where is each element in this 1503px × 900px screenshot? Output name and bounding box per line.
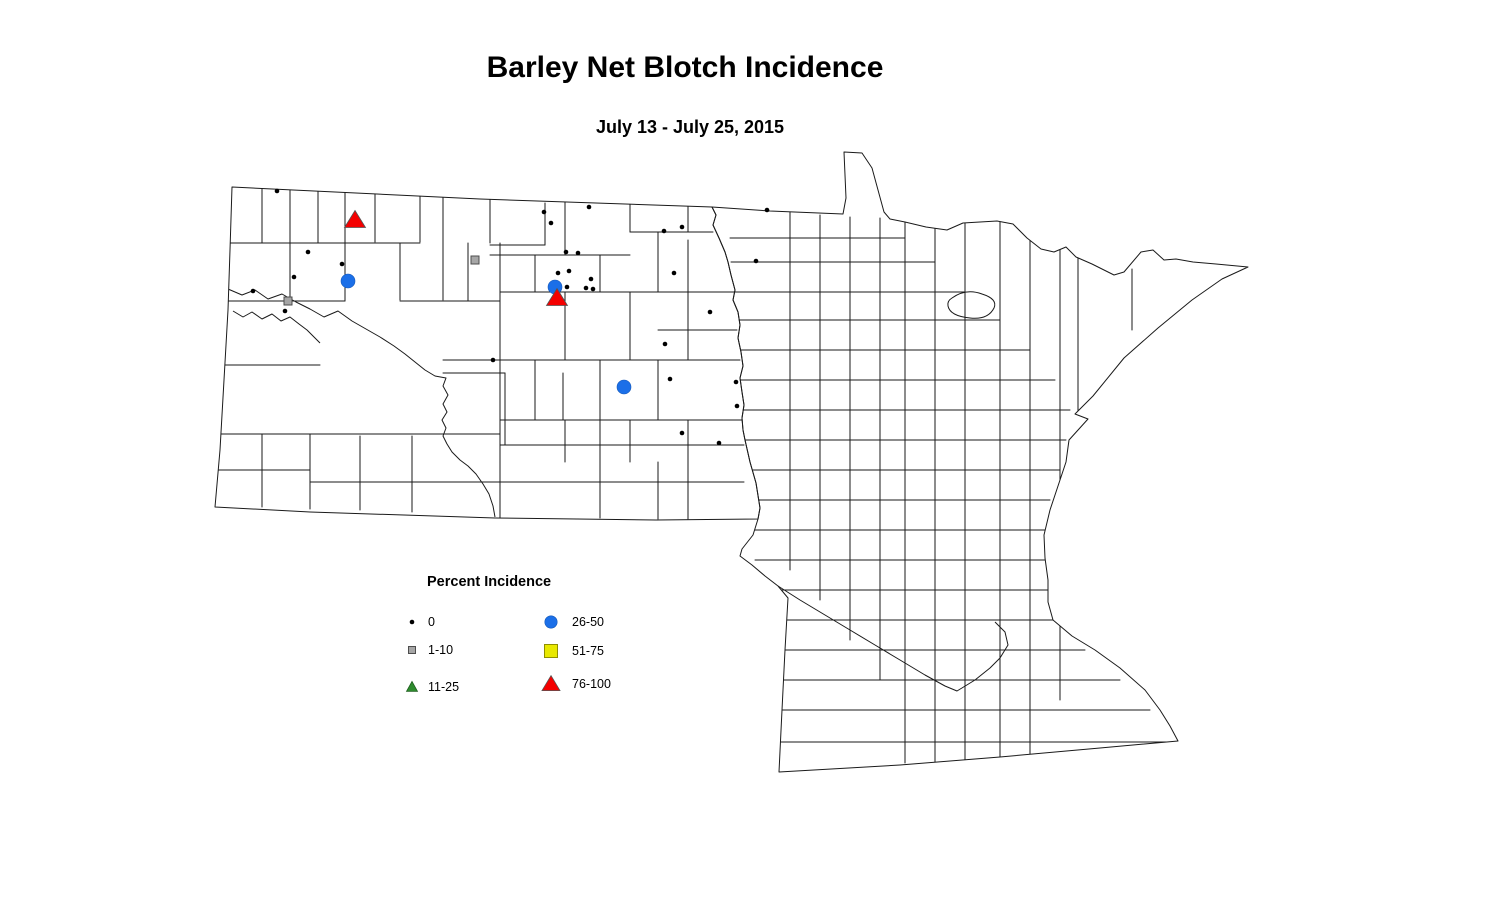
marker-0 [753,258,759,264]
minnesota-outline [711,151,1249,773]
legend-label-76-100: 76-100 [572,677,611,691]
marker-0 [733,379,739,385]
marker-0 [667,376,673,382]
missouri-river-line [227,288,496,518]
marker-0 [662,341,668,347]
legend-symbol-51-75 [544,644,558,658]
north-dakota-county-lines [216,187,745,520]
badlands-line [232,310,321,344]
marker-0 [679,224,685,230]
marker-26-50 [340,273,356,289]
marker-0 [541,209,547,215]
legend-symbol-76-100 [541,674,561,691]
legend-symbol-26-50 [544,615,558,629]
marker-0 [339,261,345,267]
legend-label-26-50: 26-50 [572,615,604,629]
chart-subtitle: July 13 - July 25, 2015 [595,117,785,137]
legend-symbol-0 [409,619,415,625]
marker-0 [564,284,570,290]
marker-0 [566,268,572,274]
chart-title: Barley Net Blotch Incidence [486,51,884,84]
minnesota-county-lines [729,211,1179,769]
marker-0 [575,250,581,256]
marker-1-10 [283,296,293,306]
marker-0 [305,249,311,255]
marker-0 [291,274,297,280]
legend-label-11-25: 11-25 [428,680,460,694]
marker-0 [548,220,554,226]
marker-0 [282,308,288,314]
marker-1-10 [470,255,480,265]
legend-symbol-1-10 [408,646,416,654]
minnesota-river-line [777,585,1009,692]
marker-26-50 [616,379,632,395]
marker-0 [661,228,667,234]
marker-0 [707,309,713,315]
marker-0 [250,288,256,294]
marker-0 [671,270,677,276]
marker-76-100 [343,209,367,228]
marker-0 [679,430,685,436]
marker-0 [274,188,280,194]
marker-0 [590,286,596,292]
legend-label-1-10: 1-10 [428,643,454,657]
marker-0 [555,270,561,276]
marker-0 [734,403,740,409]
marker-0 [583,285,589,291]
red-lake-line [947,291,996,319]
marker-0 [764,207,770,213]
marker-layer [250,188,770,446]
marker-0 [588,276,594,282]
marker-0 [563,249,569,255]
marker-0 [716,440,722,446]
legend-symbol-11-25 [405,680,419,692]
legend-label-0: 0 [428,615,435,629]
marker-76-100 [545,287,569,306]
marker-0 [490,357,496,363]
legend-title: Percent Incidence [427,574,552,590]
legend-label-51-75: 51-75 [572,644,604,658]
marker-0 [586,204,592,210]
